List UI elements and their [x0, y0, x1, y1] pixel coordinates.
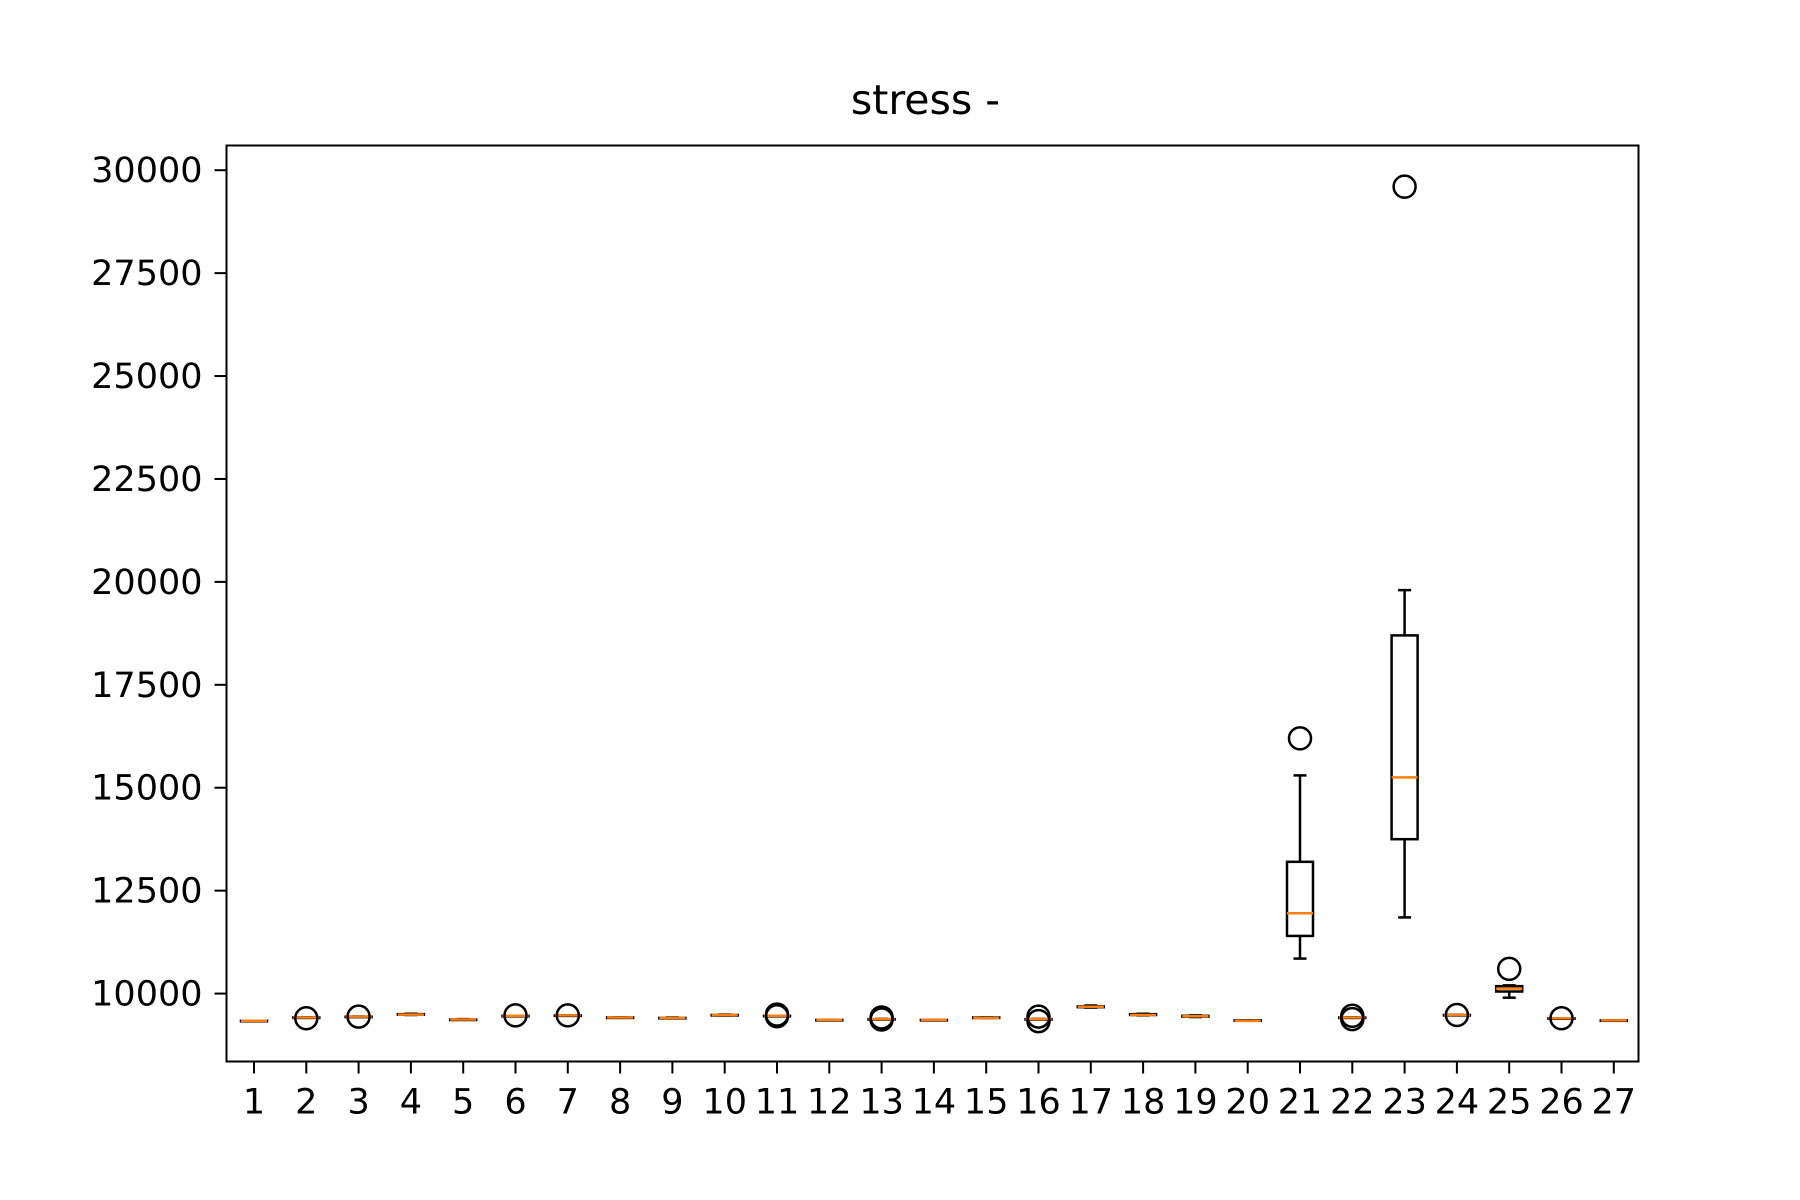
x-tick-label: 22 — [1330, 1083, 1375, 1123]
outlier-point — [346, 1004, 371, 1029]
x-tick-label: 5 — [452, 1083, 474, 1123]
y-tick-label: 25000 — [91, 357, 202, 397]
x-tick-label: 21 — [1278, 1083, 1323, 1123]
box — [1285, 860, 1315, 938]
box — [1390, 634, 1419, 841]
box-group-23 — [1390, 174, 1419, 919]
x-tick-label: 12 — [807, 1083, 852, 1123]
y-tick-label: 22500 — [91, 460, 202, 500]
x-tick-label: 8 — [609, 1083, 631, 1123]
x-tick-label: 1 — [243, 1083, 265, 1123]
box-group-24 — [1442, 1002, 1472, 1028]
y-tick-label: 12500 — [91, 872, 202, 912]
box-group-1 — [239, 1019, 269, 1023]
x-tick-label: 18 — [1121, 1083, 1166, 1123]
box-group-22 — [1338, 1003, 1367, 1032]
x-tick-label: 4 — [400, 1083, 422, 1123]
plot-area — [239, 174, 1629, 1034]
box-group-3 — [344, 1004, 373, 1029]
box-group-16 — [1024, 1004, 1053, 1034]
box-group-8 — [605, 1016, 635, 1020]
x-tick-label: 3 — [347, 1083, 369, 1123]
y-tick-label: 20000 — [91, 563, 202, 603]
outlier-point — [1444, 1002, 1470, 1028]
axes-frame — [225, 144, 1640, 1063]
y-tick-label: 30000 — [91, 151, 202, 191]
box-group-15 — [971, 1016, 1001, 1020]
outlier-point — [555, 1003, 581, 1028]
box-group-17 — [1076, 1004, 1106, 1009]
box-group-2 — [292, 1006, 321, 1031]
box-group-10 — [710, 1013, 739, 1017]
outlier-point — [1496, 956, 1522, 982]
outlier-point — [1549, 1006, 1574, 1031]
box-group-12 — [815, 1018, 844, 1022]
y-tick-label: 15000 — [91, 769, 202, 809]
box-group-7 — [553, 1003, 583, 1028]
outlier-point — [1340, 1003, 1365, 1029]
box-group-9 — [658, 1016, 687, 1020]
box-group-11 — [762, 1002, 792, 1029]
x-tick-label: 14 — [912, 1083, 957, 1123]
box-group-6 — [501, 1003, 530, 1028]
x-tick-label: 6 — [504, 1083, 526, 1123]
x-tick-label: 20 — [1225, 1083, 1270, 1123]
box-group-14 — [919, 1018, 949, 1022]
box-group-20 — [1233, 1019, 1262, 1023]
x-tick-label: 7 — [557, 1083, 579, 1123]
x-tick-label: 26 — [1539, 1083, 1584, 1123]
x-tick-label: 25 — [1487, 1083, 1532, 1123]
x-tick-label: 27 — [1592, 1083, 1637, 1123]
chart-title: stress - — [850, 76, 1001, 124]
outlier-point — [1392, 174, 1417, 199]
y-tick-label: 10000 — [91, 975, 202, 1015]
outlier-point — [1287, 726, 1313, 751]
x-tick-label: 11 — [755, 1083, 800, 1123]
outlier-point — [503, 1003, 528, 1028]
x-tick-label: 9 — [661, 1083, 683, 1123]
x-tick-label: 10 — [702, 1083, 747, 1123]
box-group-13 — [867, 1005, 896, 1032]
outlier-point — [1026, 1004, 1051, 1029]
box-group-19 — [1181, 1014, 1210, 1019]
box-group-21 — [1285, 726, 1315, 960]
box-group-26 — [1547, 1006, 1576, 1031]
y-tick-label: 17500 — [91, 666, 202, 706]
box-group-5 — [448, 1017, 478, 1022]
axes: 10000 12500 15000 17500 20000 22500 25000 27500… — [91, 151, 1636, 1122]
box-group-18 — [1128, 1012, 1158, 1017]
x-tick-label: 23 — [1382, 1083, 1427, 1123]
x-tick-label: 17 — [1069, 1083, 1114, 1123]
box-group-4 — [396, 1012, 426, 1017]
x-tick-label: 19 — [1173, 1083, 1218, 1123]
box-group-27 — [1599, 1019, 1629, 1023]
x-tick-label: 16 — [1016, 1083, 1061, 1123]
y-tick-label: 27500 — [91, 254, 202, 294]
outlier-point — [294, 1006, 319, 1031]
outlier-point — [764, 1002, 790, 1027]
box-group-25 — [1494, 956, 1524, 999]
x-tick-label: 2 — [295, 1083, 317, 1123]
x-tick-label: 24 — [1435, 1083, 1480, 1123]
x-tick-label: 13 — [859, 1083, 904, 1123]
outlier-point — [869, 1005, 894, 1030]
x-tick-label: 15 — [964, 1083, 1009, 1123]
